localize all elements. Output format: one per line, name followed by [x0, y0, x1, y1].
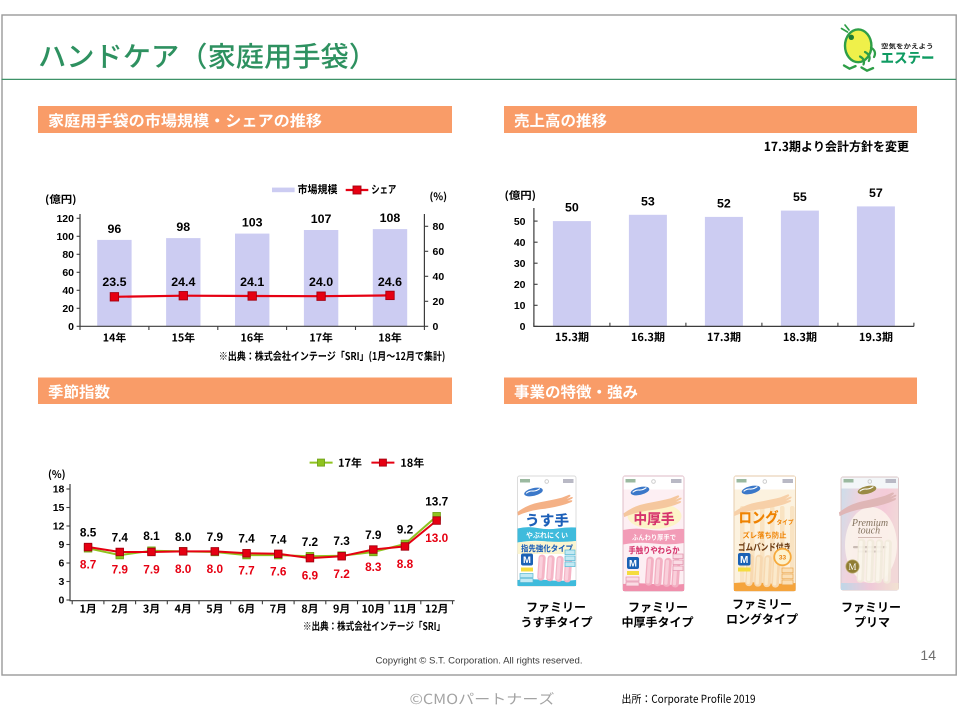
svg-text:6.9: 6.9: [302, 569, 319, 583]
svg-text:23.5: 23.5: [102, 275, 126, 289]
svg-text:7.3: 7.3: [333, 534, 350, 548]
svg-text:24.6: 24.6: [378, 275, 402, 289]
svg-text:15: 15: [53, 502, 65, 514]
svg-text:7.4: 7.4: [238, 532, 255, 546]
svg-text:M: M: [629, 559, 637, 570]
svg-text:8.7: 8.7: [80, 558, 97, 572]
svg-text:20: 20: [514, 279, 526, 291]
svg-text:96: 96: [108, 222, 122, 236]
svg-text:8.5: 8.5: [80, 526, 97, 540]
svg-text:8.3: 8.3: [365, 560, 382, 574]
svg-text:7.2: 7.2: [302, 535, 319, 549]
svg-text:80: 80: [433, 221, 445, 233]
svg-text:7.4: 7.4: [112, 530, 129, 544]
svg-text:7.2: 7.2: [333, 567, 350, 581]
svg-text:7.9: 7.9: [365, 528, 382, 542]
svg-text:Premium: Premium: [851, 518, 888, 529]
svg-text:40: 40: [433, 271, 445, 283]
svg-text:80: 80: [62, 249, 74, 261]
svg-text:60: 60: [433, 246, 445, 258]
svg-text:7.9: 7.9: [112, 562, 129, 576]
svg-text:0: 0: [59, 595, 65, 607]
svg-text:50: 50: [565, 201, 579, 215]
svg-text:57: 57: [869, 186, 883, 200]
svg-text:0: 0: [433, 321, 439, 333]
svg-text:20: 20: [62, 303, 74, 315]
svg-text:20: 20: [433, 296, 445, 308]
svg-text:M: M: [848, 562, 856, 572]
svg-text:9.2: 9.2: [397, 522, 414, 536]
svg-text:53: 53: [641, 194, 655, 208]
svg-text:9: 9: [59, 539, 65, 551]
svg-text:24.1: 24.1: [240, 275, 264, 289]
svg-text:7.9: 7.9: [207, 530, 224, 544]
svg-text:50: 50: [514, 216, 526, 228]
svg-text:7.7: 7.7: [238, 564, 255, 578]
svg-text:7.9: 7.9: [143, 562, 160, 576]
svg-text:107: 107: [311, 212, 332, 226]
svg-text:7.6: 7.6: [270, 564, 287, 578]
svg-text:30: 30: [514, 258, 526, 270]
svg-text:40: 40: [514, 237, 526, 249]
svg-text:13.7: 13.7: [425, 495, 448, 509]
svg-text:8.0: 8.0: [175, 562, 192, 576]
svg-text:Copyright © S.T. Corporation.: Copyright © S.T. Corporation. All rights…: [375, 656, 582, 667]
svg-text:13.0: 13.0: [425, 531, 448, 545]
svg-text:40: 40: [62, 285, 74, 297]
svg-text:3: 3: [59, 576, 65, 588]
svg-text:120: 120: [56, 213, 74, 225]
svg-text:0: 0: [68, 321, 74, 333]
svg-text:touch: touch: [858, 526, 880, 537]
svg-text:8.8: 8.8: [397, 557, 414, 571]
svg-text:6: 6: [59, 558, 65, 570]
svg-text:103: 103: [242, 216, 263, 230]
svg-text:33: 33: [779, 555, 787, 562]
svg-text:24.0: 24.0: [309, 275, 333, 289]
svg-text:M: M: [523, 555, 531, 566]
svg-text:52: 52: [717, 196, 731, 210]
svg-text:14: 14: [920, 647, 936, 663]
svg-text:60: 60: [62, 267, 74, 279]
svg-text:10: 10: [514, 300, 526, 312]
svg-text:8.0: 8.0: [207, 562, 224, 576]
svg-text:0: 0: [520, 321, 526, 333]
svg-text:12: 12: [53, 521, 65, 533]
svg-text:M: M: [740, 555, 748, 566]
svg-text:8.1: 8.1: [143, 529, 160, 543]
svg-text:108: 108: [380, 211, 401, 225]
svg-text:100: 100: [56, 231, 74, 243]
svg-text:18: 18: [53, 484, 65, 496]
svg-text:55: 55: [793, 190, 807, 204]
svg-text:98: 98: [176, 220, 190, 234]
svg-text:8.0: 8.0: [175, 530, 192, 544]
svg-text:24.4: 24.4: [171, 275, 195, 289]
svg-text:7.4: 7.4: [270, 532, 287, 546]
